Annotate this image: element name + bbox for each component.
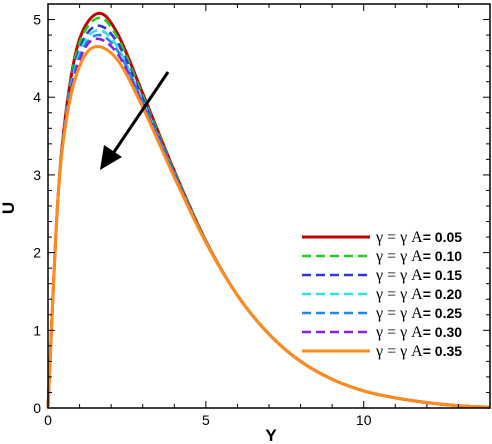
arrow-head bbox=[100, 145, 122, 170]
x-tick-label: 10 bbox=[356, 412, 372, 428]
y-tick-label: 3 bbox=[33, 167, 41, 183]
legend-entry-7: γ = γ A= 0.35 bbox=[375, 343, 462, 360]
series-line-7 bbox=[46, 45, 491, 409]
legend-entry-6: γ = γ A= 0.30 bbox=[375, 324, 462, 341]
x-tick-label: 5 bbox=[202, 412, 210, 428]
y-axis-label: U bbox=[0, 202, 18, 214]
x-tick-label: 0 bbox=[44, 412, 52, 428]
legend-entry-3: γ = γ A= 0.15 bbox=[375, 267, 462, 284]
legend: γ = γ A= 0.05 γ = γ A= 0.10 γ = γ A= 0.15 γ… bbox=[302, 229, 462, 360]
legend-entry-4: γ = γ A= 0.20 bbox=[375, 286, 462, 303]
legend-entry-2: γ = γ A= 0.10 bbox=[375, 248, 462, 265]
legend-entry-5: γ = γ A= 0.25 bbox=[375, 305, 462, 322]
trend-arrow bbox=[100, 71, 170, 170]
series-layer bbox=[46, 11, 491, 409]
y-tick-label: 4 bbox=[33, 89, 41, 105]
arrow-shaft bbox=[108, 71, 170, 159]
y-tick-label: 2 bbox=[33, 245, 41, 261]
y-tick-label: 0 bbox=[33, 400, 41, 416]
axis-ticks: 0 5 10 0 1 2 3 4 5 bbox=[33, 4, 491, 428]
legend-entry-1: γ = γ A= 0.05 bbox=[375, 229, 462, 246]
y-tick-label: 1 bbox=[33, 322, 41, 338]
x-axis-label: Y bbox=[265, 426, 277, 444]
y-tick-label: 5 bbox=[33, 12, 41, 28]
